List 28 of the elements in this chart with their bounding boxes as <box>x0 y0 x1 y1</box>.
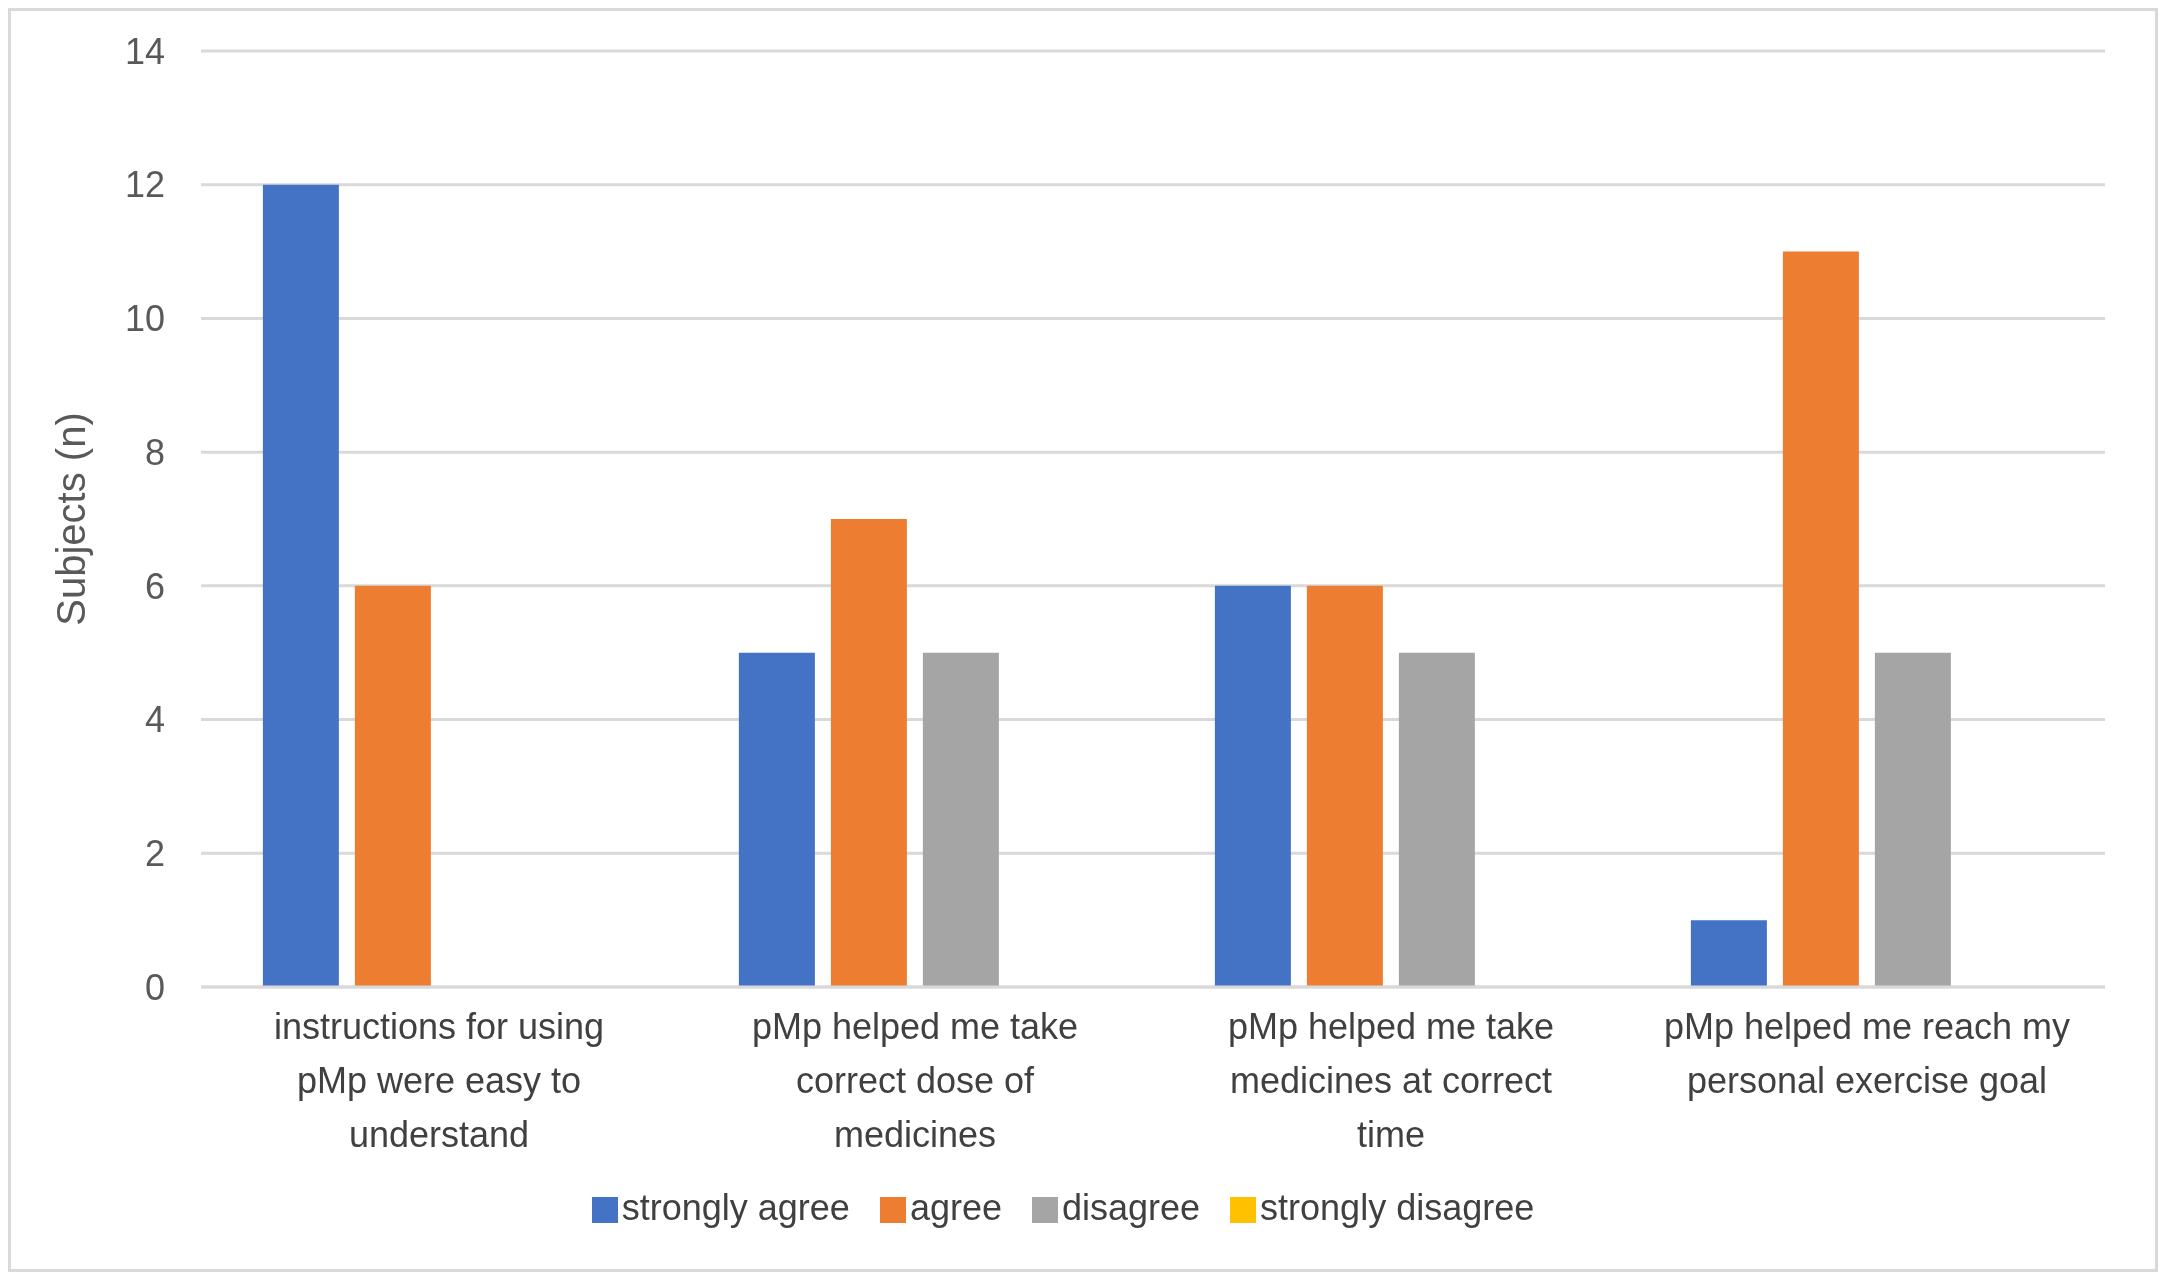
x-tick-label: instructions for using pMp were easy to understand <box>273 1006 605 1155</box>
y-axis-title: Subjects (n) <box>49 412 94 626</box>
bar <box>1306 585 1383 987</box>
legend-label: strongly disagree <box>1260 1187 1535 1228</box>
legend-label: strongly agree <box>621 1187 850 1228</box>
bar <box>830 519 907 987</box>
x-tick-label: pMp helped me take medicines at correct time <box>1227 1006 1555 1155</box>
y-tick-label: 6 <box>144 565 165 607</box>
bar <box>1398 652 1475 987</box>
y-tick-label: 14 <box>124 30 165 72</box>
bar <box>354 585 431 987</box>
bar <box>1782 251 1859 987</box>
bar <box>1214 585 1291 987</box>
bar <box>1690 920 1767 987</box>
bar <box>738 652 815 987</box>
x-tick-label: pMp helped me take correct dose of medicines <box>751 1006 1079 1155</box>
y-tick-label: 0 <box>144 966 165 1008</box>
y-tick-label: 4 <box>144 699 165 741</box>
y-tick-label: 12 <box>124 164 165 206</box>
y-tick-label: 8 <box>144 431 165 473</box>
bar <box>1874 652 1951 987</box>
legend-label: disagree <box>1061 1187 1201 1228</box>
y-tick-label: 10 <box>124 298 165 340</box>
x-tick-label: pMp helped me reach my personal exercise goal <box>1663 1006 2071 1101</box>
legend-label: agree <box>909 1187 1002 1228</box>
bar <box>922 652 999 987</box>
y-tick-label: 2 <box>144 833 165 875</box>
bar <box>262 184 339 987</box>
